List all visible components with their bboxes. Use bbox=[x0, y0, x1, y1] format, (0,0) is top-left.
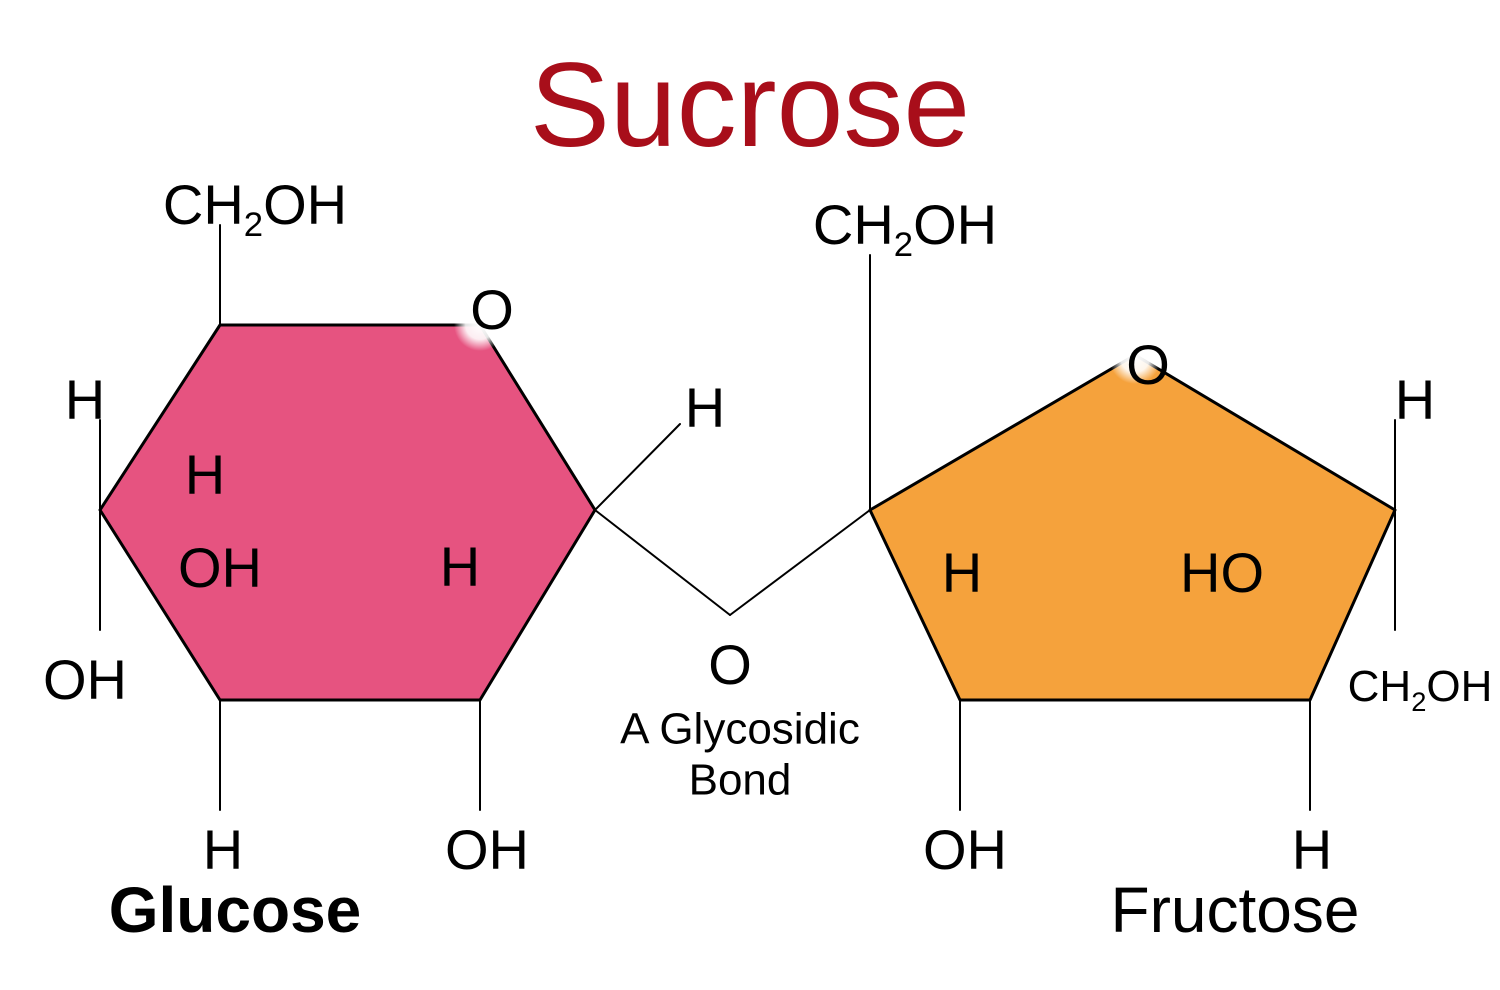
atom-label: O bbox=[1126, 337, 1170, 393]
atom-label: OH bbox=[43, 652, 127, 708]
bond-line bbox=[730, 510, 870, 615]
bond-label-line2: Bond bbox=[620, 755, 860, 806]
atom-label: CH2OH bbox=[163, 177, 347, 243]
bond-line bbox=[595, 510, 730, 615]
diagram-title: Sucrose bbox=[530, 36, 970, 174]
atom-label: CH2OH bbox=[813, 197, 997, 263]
atom-label: OH bbox=[178, 540, 262, 596]
atom-label: H bbox=[1292, 822, 1332, 878]
atom-label: O bbox=[708, 637, 752, 693]
bond-line bbox=[595, 424, 680, 510]
glucose-label: Glucose bbox=[109, 878, 362, 942]
glucose-ring bbox=[100, 325, 595, 700]
atom-label: H bbox=[65, 372, 105, 428]
atom-label: H bbox=[942, 545, 982, 601]
atom-label: O bbox=[470, 282, 514, 338]
atom-label: HO bbox=[1180, 545, 1264, 601]
atom-label: H bbox=[440, 539, 480, 595]
atom-label: H bbox=[1395, 372, 1435, 428]
fructose-ring bbox=[870, 355, 1395, 700]
atom-label: OH bbox=[445, 822, 529, 878]
fructose-label: Fructose bbox=[1111, 878, 1360, 942]
atom-label: CH2OH bbox=[1348, 665, 1493, 715]
glycosidic-bond-label: A Glycosidic Bond bbox=[620, 704, 860, 805]
bond-label-line1: A Glycosidic bbox=[620, 704, 860, 755]
atom-label: OH bbox=[923, 822, 1007, 878]
atom-label: H bbox=[185, 447, 225, 503]
atom-label: H bbox=[203, 822, 243, 878]
atom-label: H bbox=[685, 380, 725, 436]
